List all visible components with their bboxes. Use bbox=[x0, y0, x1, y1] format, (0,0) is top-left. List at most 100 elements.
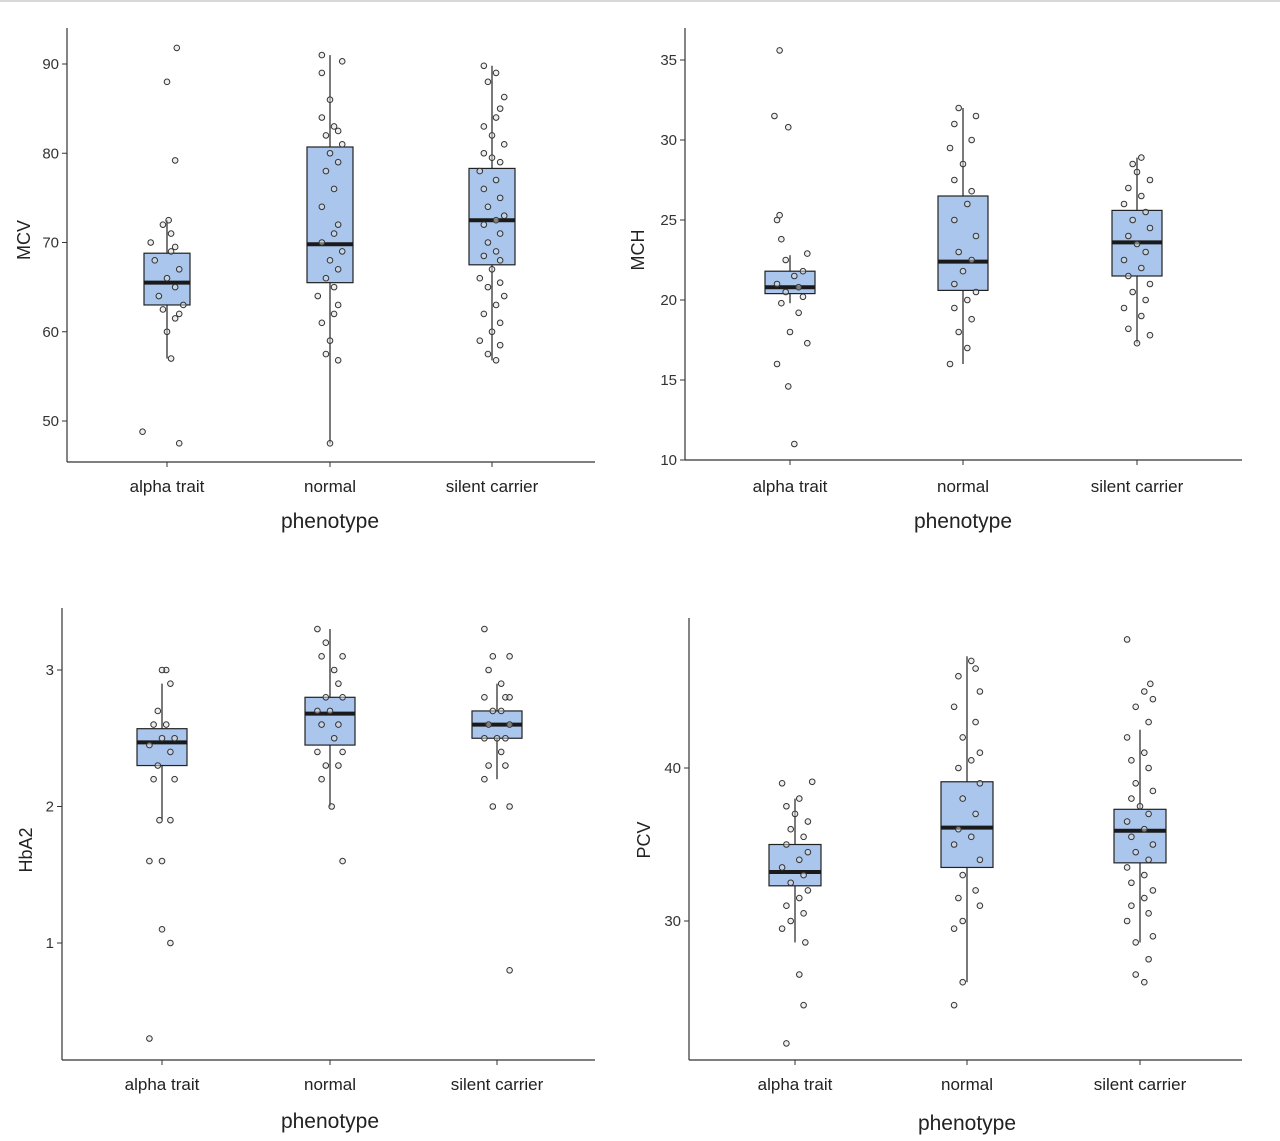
data-point bbox=[330, 310, 338, 318]
data-point bbox=[497, 707, 505, 715]
data-point bbox=[326, 440, 334, 447]
data-point bbox=[968, 833, 975, 841]
data-point bbox=[175, 440, 183, 447]
data-point bbox=[500, 292, 508, 300]
data-point bbox=[489, 803, 497, 810]
data-point bbox=[955, 248, 962, 256]
data-point bbox=[155, 292, 163, 300]
data-point bbox=[1147, 680, 1154, 688]
data-point bbox=[796, 795, 803, 802]
data-point bbox=[972, 887, 979, 894]
data-point bbox=[773, 360, 781, 368]
data-point bbox=[791, 440, 798, 448]
y-tick-label: 30 bbox=[660, 132, 677, 149]
data-point bbox=[1141, 871, 1148, 879]
data-point bbox=[146, 1035, 153, 1042]
data-point bbox=[1125, 272, 1132, 280]
pcv-panel: PCV phenotype 30 40 alpha trait normal silen… bbox=[634, 580, 1280, 1141]
data-point bbox=[171, 734, 178, 742]
data-point bbox=[1129, 160, 1136, 168]
x-tick-label: normal bbox=[937, 477, 989, 496]
y-tick-label: 20 bbox=[660, 292, 677, 309]
data-point bbox=[959, 871, 967, 879]
pcv-boxplot: PCV phenotype 30 40 alpha trait normal silen… bbox=[634, 618, 1242, 1135]
data-point bbox=[335, 762, 342, 769]
data-point bbox=[1146, 331, 1154, 339]
data-point bbox=[976, 856, 984, 864]
box bbox=[768, 843, 822, 887]
data-point bbox=[951, 120, 958, 128]
data-point bbox=[167, 816, 174, 824]
data-point bbox=[1132, 971, 1140, 978]
data-point bbox=[955, 672, 962, 680]
data-point bbox=[334, 301, 342, 309]
data-point bbox=[500, 141, 508, 148]
data-point bbox=[1141, 749, 1148, 756]
data-point bbox=[502, 762, 509, 769]
data-point bbox=[496, 319, 504, 327]
data-point bbox=[1138, 264, 1145, 272]
data-point bbox=[804, 887, 812, 894]
data-point bbox=[1142, 248, 1149, 256]
data-point bbox=[959, 978, 967, 986]
data-point bbox=[1128, 757, 1135, 764]
data-point bbox=[1146, 280, 1154, 288]
data-point bbox=[318, 319, 326, 327]
data-point bbox=[506, 653, 513, 660]
data-point bbox=[158, 734, 166, 742]
data-point bbox=[146, 857, 153, 865]
data-point bbox=[1138, 154, 1145, 161]
data-point bbox=[778, 864, 786, 871]
data-point bbox=[776, 211, 783, 219]
data-point bbox=[1141, 688, 1148, 695]
data-point bbox=[314, 748, 321, 756]
data-point bbox=[318, 239, 326, 246]
data-point bbox=[167, 748, 174, 756]
data-point bbox=[968, 657, 975, 665]
data-point bbox=[326, 707, 334, 715]
data-point bbox=[782, 288, 789, 296]
data-point bbox=[338, 141, 346, 148]
data-point bbox=[968, 315, 975, 323]
data-point bbox=[334, 221, 342, 228]
data-point bbox=[804, 848, 812, 856]
data-point bbox=[976, 688, 984, 695]
box bbox=[937, 195, 989, 292]
data-point bbox=[946, 144, 954, 152]
data-point bbox=[339, 857, 346, 865]
data-point bbox=[476, 167, 484, 175]
data-point bbox=[163, 274, 171, 282]
x-tick-label: silent carrier bbox=[1094, 1075, 1187, 1094]
data-point bbox=[950, 703, 958, 711]
data-point bbox=[778, 925, 786, 932]
data-point bbox=[1123, 917, 1131, 925]
data-point bbox=[492, 301, 500, 309]
data-point bbox=[151, 257, 159, 264]
data-point bbox=[481, 625, 488, 633]
data-point bbox=[167, 230, 175, 237]
data-point bbox=[1125, 325, 1132, 333]
data-point bbox=[951, 216, 958, 224]
data-point bbox=[338, 248, 346, 255]
data-point bbox=[326, 257, 334, 264]
data-point bbox=[500, 212, 508, 220]
data-point bbox=[330, 123, 338, 130]
data-point bbox=[964, 200, 971, 208]
data-point bbox=[955, 764, 962, 772]
data-point bbox=[1128, 879, 1135, 887]
data-point bbox=[322, 694, 330, 701]
data-point bbox=[163, 78, 171, 86]
y-tick-label: 90 bbox=[42, 56, 59, 73]
data-point bbox=[322, 350, 330, 358]
data-point bbox=[318, 203, 326, 211]
data-point bbox=[964, 344, 971, 352]
x-axis-title: phenotype bbox=[914, 510, 1012, 533]
y-tick-label: 35 bbox=[660, 52, 677, 69]
data-point bbox=[476, 274, 484, 282]
data-point bbox=[778, 299, 785, 307]
data-point bbox=[783, 841, 790, 848]
data-point bbox=[480, 221, 488, 228]
data-point bbox=[1149, 933, 1157, 940]
data-point bbox=[972, 288, 980, 296]
data-point bbox=[330, 185, 338, 193]
